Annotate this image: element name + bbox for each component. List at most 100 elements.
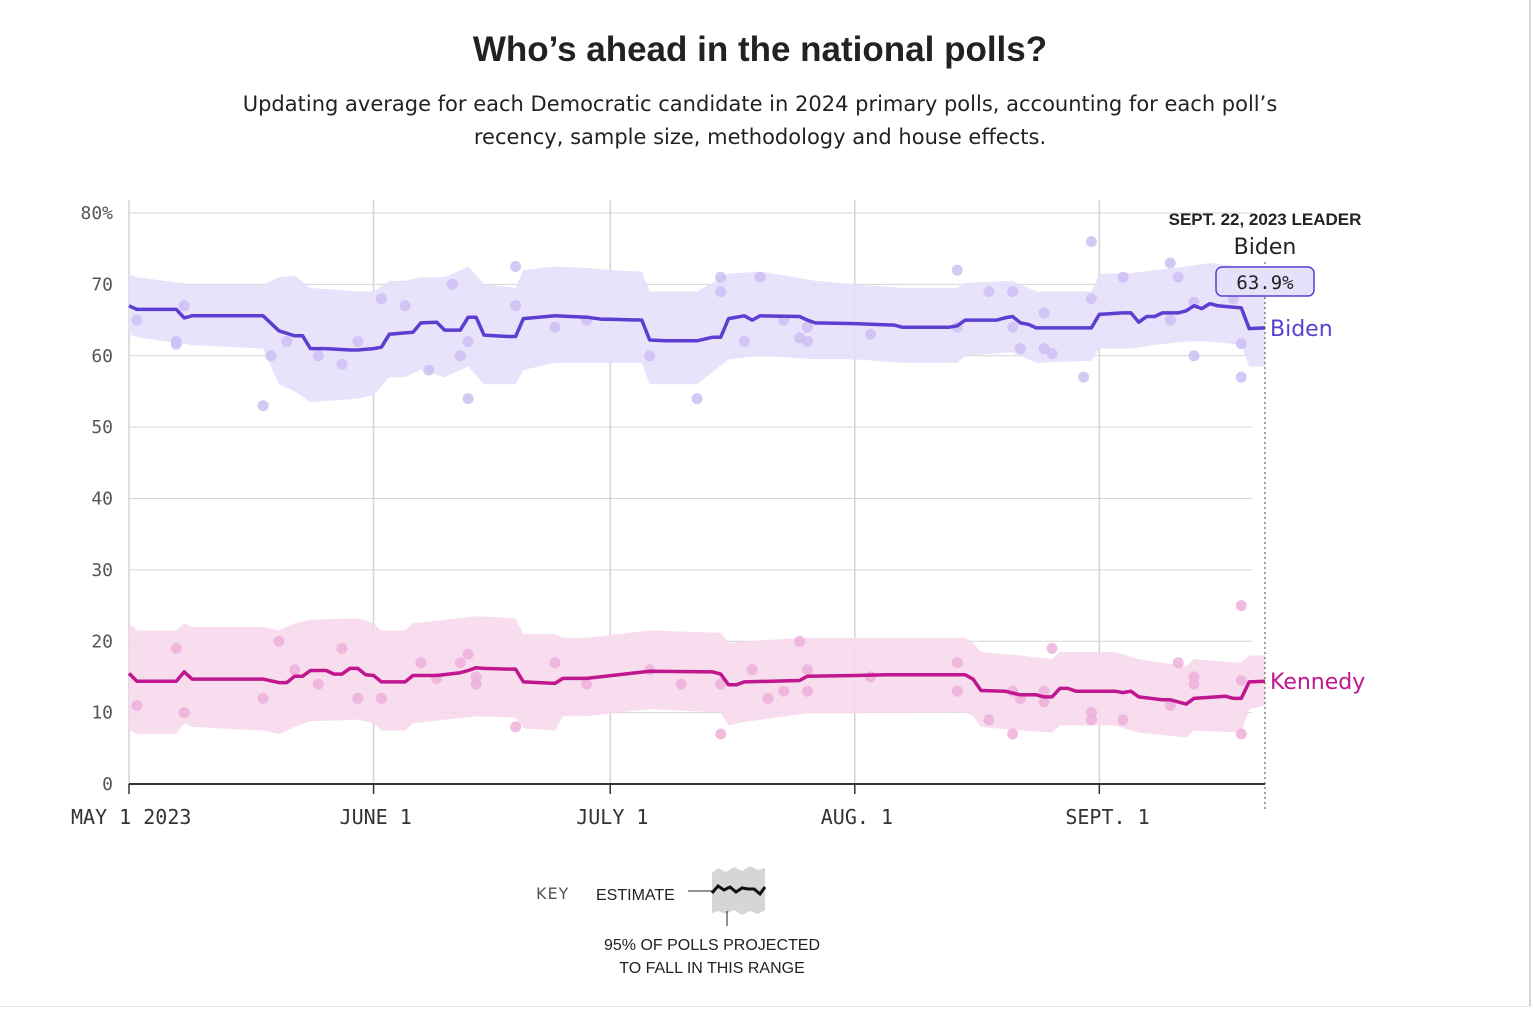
biden-poll-dot: [1117, 271, 1129, 283]
kennedy-poll-dot: [675, 678, 687, 690]
poll-dots: [131, 236, 1247, 740]
biden-poll-dot: [399, 300, 411, 312]
kennedy-poll-dot: [983, 714, 995, 726]
y-tick-label: 60: [91, 346, 113, 367]
kennedy-poll-dot: [951, 685, 963, 697]
kennedy-poll-dot: [352, 692, 364, 704]
x-tick-label: JULY 1: [576, 805, 648, 829]
biden-poll-dot: [462, 336, 474, 347]
biden-poll-dot: [423, 364, 435, 376]
biden-poll-dot: [1007, 321, 1019, 333]
biden-poll-dot: [352, 336, 364, 347]
x-tick-label: AUG. 1: [821, 805, 893, 829]
biden-poll-dot: [1078, 371, 1090, 383]
leader-value-box: [1215, 266, 1315, 297]
average-lines: [127, 301, 1266, 706]
biden-poll-dot: [865, 328, 877, 340]
kennedy-poll-dot: [170, 642, 182, 654]
chart-subtitle: Updating average for each Democratic can…: [242, 92, 1278, 149]
biden-poll-dot: [131, 314, 143, 326]
kennedy-poll-dot: [1172, 657, 1184, 669]
biden-poll-dot: [738, 336, 750, 347]
kennedy-poll-dot: [289, 664, 301, 676]
kennedy-poll-dot: [951, 657, 963, 669]
y-tick-label: 0: [102, 774, 113, 795]
biden-series-label: Biden: [1270, 317, 1333, 342]
y-tick-label: 20: [91, 631, 113, 652]
biden-poll-dot: [801, 321, 813, 333]
y-tick-label: 80%: [80, 203, 113, 224]
kennedy-poll-dot: [1085, 707, 1097, 719]
biden-poll-dot: [446, 278, 458, 290]
biden-poll-dot: [691, 393, 703, 405]
kennedy-poll-dot: [312, 678, 324, 690]
biden-poll-dot: [1164, 314, 1176, 326]
y-tick-label: 40: [91, 489, 113, 510]
biden-poll-dot: [1172, 271, 1184, 283]
biden-poll-dot: [715, 286, 727, 297]
kennedy-poll-dot: [581, 678, 593, 690]
kennedy-poll-dot: [801, 685, 813, 697]
kennedy-poll-dot: [470, 678, 482, 690]
kennedy-poll-dot: [1235, 675, 1247, 686]
leader-callout: SEPT. 22, 2023 LEADER Biden 63.9%: [1169, 210, 1361, 297]
kennedy-poll-dot: [510, 721, 522, 733]
leader-name: Biden: [1234, 235, 1297, 260]
kennedy-poll-dot: [462, 648, 474, 660]
biden-average-line: [128, 301, 1266, 352]
biden-poll-dot: [1235, 338, 1247, 350]
biden-poll-dot: [336, 358, 348, 370]
kennedy-poll-dot: [1046, 642, 1058, 654]
kennedy-poll-dot: [715, 728, 727, 740]
biden-poll-dot: [1014, 343, 1026, 355]
biden-poll-dot: [170, 338, 182, 350]
chart-title: Who’s ahead in the national polls?: [472, 30, 1048, 69]
biden-poll-dot: [1038, 343, 1050, 355]
axes: 0 10 20 30 40 50 60 70 80% MAY 1 2023 JUNE 1 JULY 1…: [71, 203, 1266, 829]
x-tick-label: SEPT. 1: [1065, 805, 1149, 829]
biden-poll-dot: [754, 271, 766, 283]
x-tick-label: MAY 1 2023: [71, 805, 191, 829]
kennedy-series-label: Kennedy: [1270, 670, 1365, 695]
kennedy-poll-dot: [1188, 671, 1200, 683]
kennedy-poll-dot: [1007, 728, 1019, 740]
biden-poll-dot: [1235, 371, 1247, 383]
biden-poll-dot: [1085, 236, 1097, 248]
kennedy-poll-dot: [375, 692, 387, 704]
kennedy-poll-dot: [778, 685, 790, 697]
biden-poll-dot: [1085, 293, 1097, 305]
biden-poll-dot: [312, 350, 324, 362]
kennedy-poll-dot: [1235, 600, 1247, 612]
leader-value: 63.9%: [1236, 272, 1294, 294]
x-tick-label: JUNE 1: [340, 805, 412, 829]
biden-poll-dot: [462, 393, 474, 405]
biden-poll-dot: [257, 400, 269, 412]
key-estimate-line: [710, 884, 767, 897]
y-tick-label: 50: [91, 417, 113, 438]
biden-range-band: [129, 263, 1265, 403]
kennedy-poll-dot: [1038, 696, 1050, 708]
kennedy-poll-dot: [454, 657, 466, 669]
y-tick-label: 70: [91, 274, 113, 295]
key-legend: KEY ESTIMATE 95% OF POLLS PROJECTED TO F…: [536, 866, 820, 977]
biden-poll-dot: [375, 293, 387, 305]
kennedy-average-line: [127, 665, 1266, 706]
biden-poll-dot: [281, 336, 293, 347]
biden-poll-dot: [715, 271, 727, 283]
kennedy-poll-dot: [746, 664, 758, 676]
kennedy-poll-dot: [336, 642, 348, 654]
biden-poll-dot: [178, 300, 190, 312]
kennedy-poll-dot: [131, 700, 143, 711]
kennedy-poll-dot: [1164, 700, 1176, 711]
key-estimate-label: ESTIMATE: [596, 887, 675, 904]
y-tick-label: 10: [91, 703, 113, 724]
biden-poll-dot: [1007, 286, 1019, 297]
biden-poll-dot: [1046, 348, 1058, 360]
biden-poll-dot: [510, 261, 522, 272]
kennedy-poll-dot: [549, 657, 561, 669]
biden-poll-dot: [1164, 257, 1176, 269]
uncertainty-bands: [129, 263, 1265, 738]
biden-poll-dot: [549, 321, 561, 333]
